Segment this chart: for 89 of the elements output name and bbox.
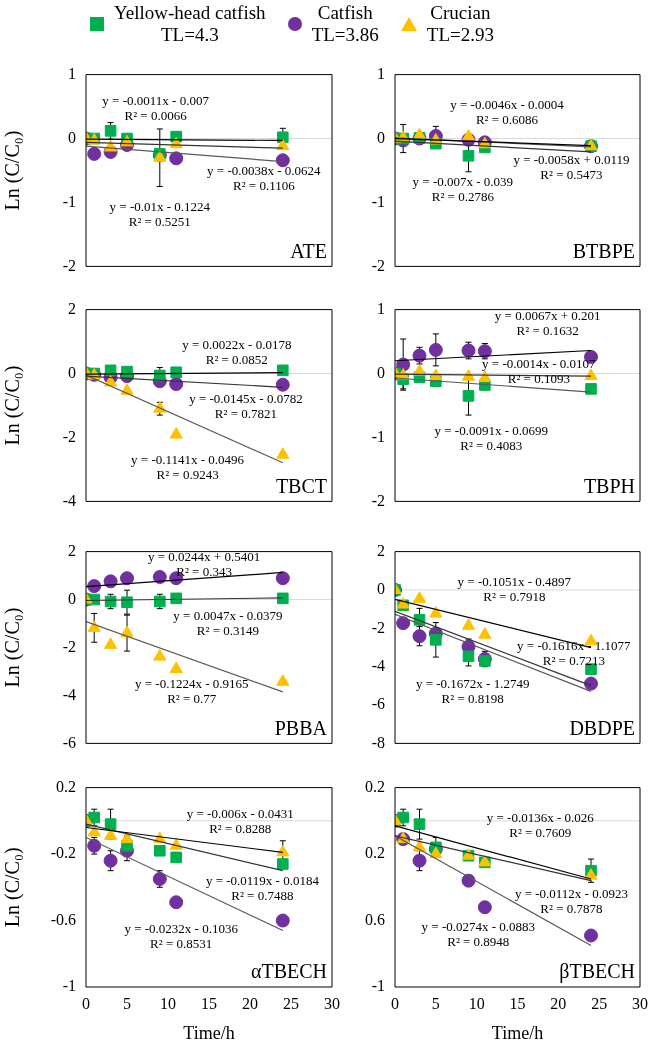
annotation: BTBPE xyxy=(572,239,635,262)
legend-label: Yellow-head catfish TL=4.3 xyxy=(114,2,266,46)
y-tick-label: 1 xyxy=(377,299,385,317)
y-tick-label: 0 xyxy=(377,363,385,381)
y-tick-label: -4 xyxy=(62,685,76,703)
x-tick-label: 30 xyxy=(324,994,340,1012)
y-tick-label: -6 xyxy=(371,695,385,713)
annotation: y = 0.0022x - 0.0178 R² = 0.0852 xyxy=(182,337,292,368)
annotation: y = -0.0145x - 0.0782 R² = 0.7821 xyxy=(189,390,303,421)
x-tick-label: 25 xyxy=(591,994,608,1012)
y-tick-label: -2 xyxy=(62,637,76,655)
y-tick-label: 2 xyxy=(68,541,76,559)
y-tick-label: 0.6 xyxy=(365,910,385,928)
annotation: y = -0.1616x - 1.1077 R² = 0.7213 xyxy=(517,638,632,669)
annotation: y = -0.0046x - 0.0004 R² = 0.6086 xyxy=(450,96,565,127)
annotation: y = -0.1672x - 1.2749 R² = 0.8198 xyxy=(415,675,530,706)
y-tick-label: -6 xyxy=(62,733,76,751)
annotation: y = -0.0112x - 0.0923 R² = 0.7878 xyxy=(514,886,628,917)
annotation: y = -0.1141x - 0.0496 R² = 0.9243 xyxy=(131,452,245,483)
annotation: αTBECH xyxy=(250,960,327,983)
y-tick-label: -2 xyxy=(371,618,385,636)
annotation: y = -0.0136x - 0.026 R² = 0.7609 xyxy=(486,809,595,840)
y-tick-label: -1 xyxy=(371,192,385,210)
y-axis-title: Ln (C/C₀) xyxy=(1,130,25,211)
y-tick-label: 0 xyxy=(68,363,76,381)
annotation: y = -0.1051x - 0.4897 R² = 0.7918 xyxy=(457,574,572,605)
annotation: ATE xyxy=(290,239,327,262)
y-tick-label: 0.2 xyxy=(56,777,76,795)
x-tick-label: 20 xyxy=(550,994,567,1012)
annotation: y = -0.0091x - 0.0699 R² = 0.4083 xyxy=(434,423,549,454)
annotation: y = -0.0232x - 0.1036 R² = 0.8531 xyxy=(124,921,239,952)
annotation: y = -0.0274x - 0.0883 R² = 0.8948 xyxy=(421,919,536,950)
annotation: DBDPE xyxy=(569,716,635,739)
annotation: βTBECH xyxy=(559,960,635,984)
y-tick-label: 0.2 xyxy=(365,777,385,795)
y-tick-label: 2 xyxy=(377,541,385,559)
y-tick-label: 0 xyxy=(68,589,76,607)
y-tick-label: 1 xyxy=(68,64,76,82)
y-tick-label: 0 xyxy=(68,128,76,146)
y-tick-label: -4 xyxy=(62,491,76,509)
y-tick-label: -2 xyxy=(62,427,76,445)
annotation: y = -0.0038x - 0.0624 R² = 0.1106 xyxy=(207,162,322,193)
annotation: y = 0.0067x + 0.201 R² = 0.1632 xyxy=(494,308,601,339)
y-axis-title: Ln (C/C₀) xyxy=(1,847,25,928)
y-tick-label: 0 xyxy=(377,580,385,598)
x-tick-label: 30 xyxy=(632,994,648,1012)
annotation: y = -0.006x - 0.0431 R² = 0.8288 xyxy=(186,806,294,837)
legend-label: Catfish TL=3.86 xyxy=(311,2,379,46)
annotation: y = -0.1224x - 0.9165 R² = 0.77 xyxy=(135,676,249,707)
y-tick-label: -2 xyxy=(371,256,385,274)
x-axis-title: Time/h xyxy=(183,1022,235,1043)
annotation: y = 0.0047x - 0.0379 R² = 0.3149 xyxy=(173,608,283,639)
annotation: y = -0.0119x - 0.0184 R² = 0.7488 xyxy=(205,872,320,903)
annotation: PBBA xyxy=(274,716,328,739)
x-tick-label: 15 xyxy=(509,994,526,1012)
x-tick-label: 0 xyxy=(82,994,90,1012)
y-tick-label: 0 xyxy=(377,128,385,146)
annotation: TBPH xyxy=(583,474,635,497)
x-tick-label: 15 xyxy=(201,994,217,1012)
x-tick-label: 5 xyxy=(431,994,440,1012)
x-axis-title: Time/h xyxy=(491,1022,544,1043)
y-tick-label: 2 xyxy=(68,299,76,317)
y-tick-label: -2 xyxy=(62,256,76,274)
annotation: y = 0.0244x + 0.5401 R² = 0.343 xyxy=(147,548,261,579)
x-tick-label: 0 xyxy=(391,994,399,1012)
annotation: y = -0.0011x - 0.007 R² = 0.0066 xyxy=(102,93,210,124)
y-tick-label: -2 xyxy=(371,491,385,509)
x-tick-label: 25 xyxy=(283,994,299,1012)
y-tick-label: -0.2 xyxy=(50,844,76,862)
y-tick-label: -1 xyxy=(371,427,385,445)
annotation: y = -0.01x - 0.1224 R² = 0.5251 xyxy=(109,199,211,230)
y-axis-title: Ln (C/C₀) xyxy=(1,607,25,688)
y-axis-title: Ln (C/C₀) xyxy=(1,365,25,446)
y-tick-label: -4 xyxy=(371,656,385,674)
y-tick-label: -8 xyxy=(371,733,385,751)
legend-label: Crucian TL=2.93 xyxy=(426,2,494,46)
annotation: y = -0.0058x + 0.0119 R² = 0.5473 xyxy=(513,151,630,182)
y-tick-label: 0.2 xyxy=(365,844,385,862)
y-tick-label: -1 xyxy=(371,977,385,995)
x-tick-label: 10 xyxy=(468,994,485,1012)
y-tick-label: -1 xyxy=(62,977,76,995)
y-tick-label: -1 xyxy=(62,192,76,210)
y-tick-label: 1 xyxy=(377,64,385,82)
x-tick-label: 20 xyxy=(242,994,258,1012)
x-tick-label: 5 xyxy=(123,994,131,1012)
annotation: TBCT xyxy=(275,474,327,497)
annotation: y = -0.007x - 0.039 R² = 0.2786 xyxy=(412,174,514,205)
x-tick-label: 10 xyxy=(160,994,176,1012)
y-tick-label: -0.6 xyxy=(50,910,76,928)
